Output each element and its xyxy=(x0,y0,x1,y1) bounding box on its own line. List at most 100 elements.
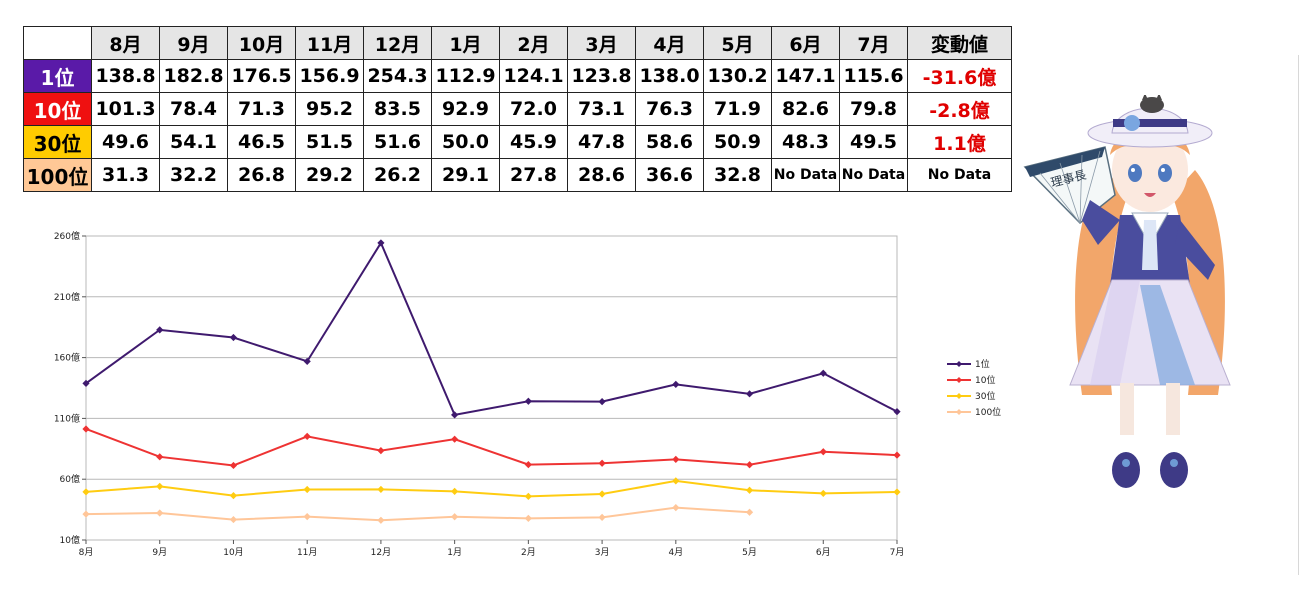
value-cell: 36.6 xyxy=(635,158,704,192)
data-point xyxy=(377,239,385,247)
value-cell: 32.2 xyxy=(159,158,228,192)
value-cell: 71.3 xyxy=(227,92,296,126)
value-cell: 31.3 xyxy=(91,158,160,192)
data-point xyxy=(524,461,532,469)
value-cell: 124.1 xyxy=(499,59,568,93)
month-header: 7月 xyxy=(839,26,908,60)
rank-label: 100位 xyxy=(23,158,92,192)
data-point xyxy=(229,461,238,470)
y-tick-label: 210億 xyxy=(54,291,80,303)
data-point xyxy=(303,485,311,494)
month-header: 2月 xyxy=(499,26,568,60)
x-tick-label: 7月 xyxy=(890,547,905,558)
value-cell: 49.5 xyxy=(839,125,908,159)
table-row: 30位 49.6 54.1 46.5 51.5 51.6 50.0 45.9 47.8 58.6 5… xyxy=(23,125,1012,159)
value-cell: 115.6 xyxy=(839,59,908,93)
value-cell: 147.1 xyxy=(771,59,840,93)
value-cell: 95.2 xyxy=(295,92,364,126)
data-point xyxy=(598,398,606,406)
value-cell: 26.2 xyxy=(363,158,432,192)
change-cell: -2.8億 xyxy=(907,92,1012,126)
data-point xyxy=(893,407,901,416)
y-tick-label: 10億 xyxy=(60,534,80,546)
data-point xyxy=(156,326,164,334)
value-cell: 50.9 xyxy=(703,125,772,159)
table-row: 1位 138.8 182.8 176.5 156.9 254.3 112.9 124.1 123… xyxy=(23,59,1012,93)
legend-marker xyxy=(956,377,962,383)
value-cell: 50.0 xyxy=(431,125,500,159)
data-point xyxy=(524,397,532,405)
data-point xyxy=(745,486,754,494)
x-tick-label: 11月 xyxy=(297,547,317,558)
mascot-character-illustration: 理事長 xyxy=(1023,95,1231,488)
data-point xyxy=(598,490,606,498)
x-tick-label: 9月 xyxy=(152,547,167,558)
table-row: 100位 31.3 32.2 26.8 29.2 26.2 29.1 27.8 28.6 36.6… xyxy=(23,158,1012,192)
data-point xyxy=(745,461,754,469)
data-point xyxy=(156,509,164,517)
data-point xyxy=(229,492,238,500)
data-point xyxy=(893,488,901,496)
data-point xyxy=(303,513,311,521)
value-cell: 130.2 xyxy=(703,59,772,93)
data-point xyxy=(229,333,238,342)
data-point xyxy=(451,435,459,443)
month-header: 9月 xyxy=(159,26,228,60)
chart-axes: 10億 60億 110億 160億 210億 260億 8月 9月 10月 11月 12月 1月 2月 3… xyxy=(54,230,905,558)
legend-label: 30位 xyxy=(975,390,995,402)
data-point xyxy=(745,508,754,516)
month-header: 4月 xyxy=(635,26,704,60)
data-point xyxy=(451,487,459,495)
data-point xyxy=(377,516,385,524)
value-cell: 82.6 xyxy=(771,92,840,126)
data-point xyxy=(819,448,827,456)
x-tick-label: 10月 xyxy=(223,547,243,558)
value-cell: 254.3 xyxy=(363,59,432,93)
value-cell: 101.3 xyxy=(91,92,160,126)
data-point xyxy=(156,453,164,461)
y-tick-label: 60億 xyxy=(60,473,80,485)
data-point xyxy=(82,488,90,496)
chart-grid xyxy=(85,235,898,541)
value-cell: 51.5 xyxy=(295,125,364,159)
data-point xyxy=(229,515,238,524)
legend-label: 10位 xyxy=(975,374,995,386)
x-tick-label: 8月 xyxy=(79,547,94,558)
data-point xyxy=(524,492,532,500)
change-cell: No Data xyxy=(907,158,1012,192)
data-point xyxy=(156,482,164,490)
value-cell: 138.8 xyxy=(91,59,160,93)
x-tick-label: 2月 xyxy=(521,547,536,558)
month-header: 6月 xyxy=(771,26,840,60)
value-cell: 182.8 xyxy=(159,59,228,93)
table-corner-cell xyxy=(23,26,92,60)
y-tick-label: 260億 xyxy=(54,230,80,242)
data-point xyxy=(819,369,827,377)
right-divider xyxy=(1298,55,1299,575)
series-line xyxy=(85,428,898,467)
series-line xyxy=(85,240,898,417)
value-cell: 27.8 xyxy=(499,158,568,192)
data-point xyxy=(893,451,901,459)
data-point xyxy=(377,485,385,494)
value-cell: 76.3 xyxy=(635,92,704,126)
x-tick-label: 6月 xyxy=(816,547,831,558)
data-point xyxy=(82,425,90,433)
value-cell: 47.8 xyxy=(567,125,636,159)
value-cell: 78.4 xyxy=(159,92,228,126)
ranking-table: 8月 9月 10月 11月 12月 1月 2月 3月 4月 5月 6月 7月 変動値 1位 138.8 18… xyxy=(23,26,1012,192)
y-tick-label: 110億 xyxy=(54,412,80,424)
data-point xyxy=(82,510,90,518)
value-cell: 48.3 xyxy=(771,125,840,159)
value-cell: 29.2 xyxy=(295,158,364,192)
value-cell: 112.9 xyxy=(431,59,500,93)
plot-area xyxy=(85,235,898,541)
line-chart: 10億 60億 110億 160億 210億 260億 8月 9月 10月 11月 12月 1月 2月 3… xyxy=(54,230,1001,558)
data-point xyxy=(377,447,385,455)
value-cell: 28.6 xyxy=(567,158,636,192)
y-tick-label: 160億 xyxy=(54,352,80,364)
data-point xyxy=(598,459,606,467)
x-tick-label: 3月 xyxy=(595,547,610,558)
value-cell: 176.5 xyxy=(227,59,296,93)
value-cell: No Data xyxy=(771,158,840,192)
